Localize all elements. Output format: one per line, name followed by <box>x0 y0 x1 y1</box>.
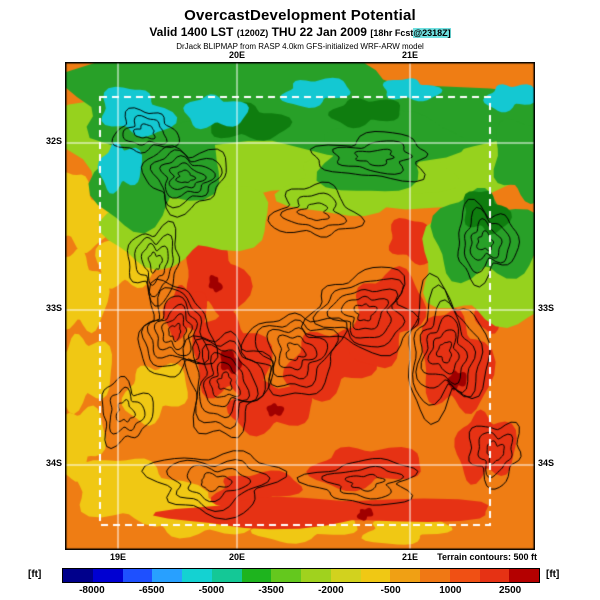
model-line: DrJack BLIPMAP from RASP 4.0km GFS-initi… <box>176 42 424 51</box>
colorbar-segment <box>449 569 480 582</box>
unit-label-left: [ft] <box>28 569 42 580</box>
colorbar-label: 2500 <box>499 585 522 596</box>
colorbar-label: 1000 <box>439 585 462 596</box>
colorbar-label: -8000 <box>79 585 105 596</box>
lat-label-right-33s: 33S <box>538 303 555 313</box>
colorbar-segment <box>509 569 539 582</box>
colorbar-segment <box>63 569 93 582</box>
lat-label-33s: 33S <box>45 303 62 313</box>
valid-zulu: (1200Z) <box>236 28 269 38</box>
lon-label-bottom-20e: 20E <box>228 552 245 562</box>
colorbar-segment <box>330 569 361 582</box>
colorbar-label: -3500 <box>258 585 284 596</box>
valid-date: THU 22 Jan 2009 <box>271 25 367 39</box>
colorbar-segment <box>360 569 391 582</box>
terrain-contours-note: Terrain contours: 500 ft <box>437 552 537 562</box>
colorbar-segment <box>122 569 153 582</box>
colorbar-label: -2000 <box>318 585 344 596</box>
lon-label-top-20e: 20E <box>228 50 245 60</box>
forecast-info: [18hr Fcst <box>370 28 414 38</box>
colorbar-label: -500 <box>380 585 401 596</box>
map-area <box>65 62 535 550</box>
colorbar-label: -5000 <box>198 585 225 596</box>
colorbar-segment <box>152 569 182 582</box>
page-title: OvercastDevelopment Potential <box>184 7 416 24</box>
colorbar-segment <box>271 569 301 582</box>
colorbar-segment <box>182 569 212 582</box>
lon-label-bottom-19e: 19E <box>109 552 126 562</box>
colorbar-segment <box>301 569 331 582</box>
valid-line: Valid 1400 LST (1200Z) THU 22 Jan 2009 [… <box>0 25 600 39</box>
colorbar-segment <box>390 569 420 582</box>
colorbar <box>62 568 540 583</box>
unit-label-right: [ft] <box>546 569 560 580</box>
colorbar-segment <box>211 569 242 582</box>
lon-label-bottom-21e: 21E <box>401 552 418 562</box>
lon-label-top-21e: 21E <box>401 50 418 60</box>
lat-label-right-34s: 34S <box>538 458 555 468</box>
valid-time: Valid 1400 LST <box>149 25 234 39</box>
map-canvas <box>65 62 535 550</box>
forecast-issue-time: @2318Z] <box>413 28 451 38</box>
colorbar-segment <box>92 569 123 582</box>
colorbar-segment <box>241 569 272 582</box>
lat-label-34s: 34S <box>45 458 62 468</box>
colorbar-segment <box>420 569 450 582</box>
lat-label-32s: 32S <box>45 136 62 146</box>
colorbar-labels: -8000 -6500 -5000 -3500 -2000 -500 1000 2500 <box>62 585 540 596</box>
colorbar-label: -6500 <box>138 585 165 596</box>
colorbar-segment <box>479 569 510 582</box>
